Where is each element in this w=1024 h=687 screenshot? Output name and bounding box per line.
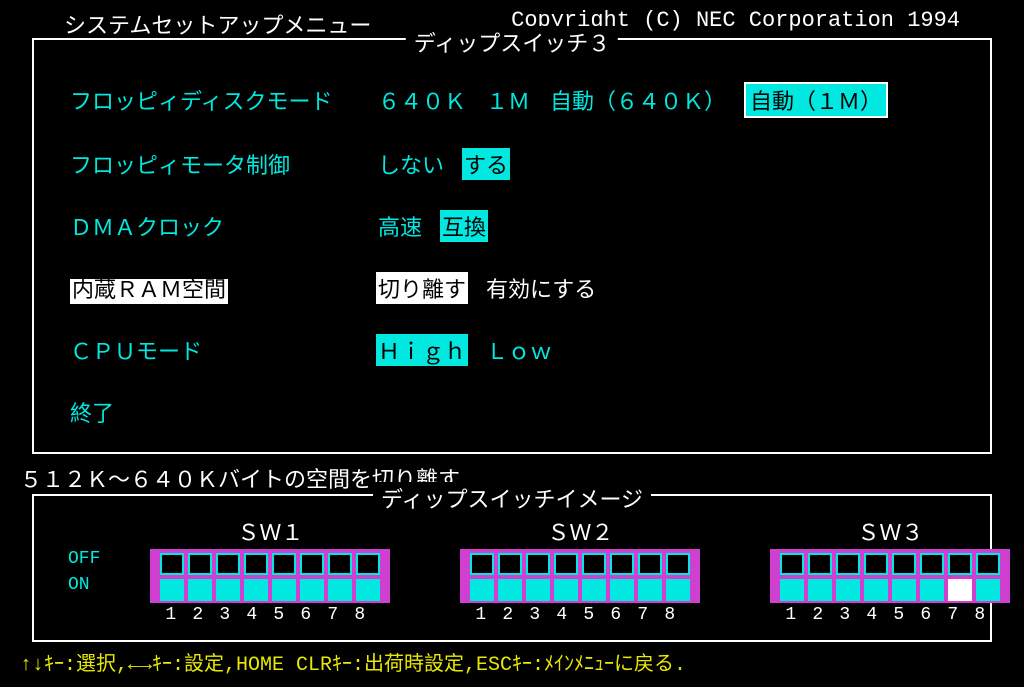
dip-numbers: 12345678 <box>159 605 381 625</box>
setting-label: ＣＰＵモード <box>70 334 376 366</box>
setting-row[interactable]: フロッピィモータ制御しないする <box>70 148 954 180</box>
option[interactable]: しない <box>376 148 446 180</box>
dip-switch[interactable] <box>526 579 550 601</box>
dip-switch[interactable] <box>610 553 634 575</box>
dip-switch[interactable] <box>272 579 296 601</box>
dip-body <box>460 549 700 603</box>
option[interactable]: 自動（６４０Ｋ） <box>548 84 728 118</box>
setting-label: ＤＭＡクロック <box>70 210 376 242</box>
option[interactable]: する <box>462 148 510 180</box>
dip-switch[interactable] <box>356 579 380 601</box>
option[interactable]: Ｈｉｇｈ <box>376 334 468 366</box>
dip-switch[interactable] <box>864 579 888 601</box>
dip-body <box>150 549 390 603</box>
setting-options: ６４０Ｋ １Ｍ 自動（６４０Ｋ） 自動（１Ｍ） <box>376 84 954 118</box>
dip-switch[interactable] <box>554 579 578 601</box>
dip-switch[interactable] <box>554 553 578 575</box>
option[interactable]: 互換 <box>440 210 488 242</box>
setting-options: しないする <box>376 148 954 180</box>
option[interactable]: ６４０Ｋ <box>376 84 468 118</box>
dip-switch[interactable] <box>892 579 916 601</box>
option[interactable]: 高速 <box>376 210 424 242</box>
dip-switch[interactable] <box>948 579 972 601</box>
dip-bank-name: ＳＷ３ <box>857 515 923 547</box>
setting-label: 終了 <box>70 396 376 428</box>
dip-bank: ＳＷ２ 12345678 <box>460 515 700 625</box>
dip-switch[interactable] <box>892 553 916 575</box>
setting-row[interactable]: フロッピィディスクモード６４０Ｋ １Ｍ 自動（６４０Ｋ） 自動（１Ｍ） <box>70 84 954 118</box>
option[interactable]: 切り離す <box>376 272 468 304</box>
dip-switch[interactable] <box>300 553 324 575</box>
dip-numbers: 12345678 <box>779 605 1001 625</box>
setting-row[interactable]: ＤＭＡクロック高速互換 <box>70 210 954 242</box>
dip-switch[interactable] <box>216 579 240 601</box>
dip-body <box>770 549 1010 603</box>
dip-switch[interactable] <box>780 553 804 575</box>
dip-switch[interactable] <box>582 579 606 601</box>
dip-switch[interactable] <box>244 553 268 575</box>
dip-switch[interactable] <box>160 579 184 601</box>
dip-panel-title: ディップスイッチイメージ <box>373 482 651 514</box>
settings-panel: ディップスイッチ３ フロッピィディスクモード６４０Ｋ１Ｍ自動（６４０Ｋ）自動（１… <box>32 38 992 454</box>
dip-switch[interactable] <box>356 553 380 575</box>
dip-switch[interactable] <box>666 553 690 575</box>
dip-switch[interactable] <box>188 579 212 601</box>
setting-label: 内蔵ＲＡＭ空間 <box>70 279 228 304</box>
option[interactable]: 有効にする <box>484 272 598 304</box>
dip-switch[interactable] <box>864 553 888 575</box>
dip-switch[interactable] <box>216 553 240 575</box>
dip-switch[interactable] <box>526 553 550 575</box>
setting-label: フロッピィモータ制御 <box>70 148 376 180</box>
dip-numbers: 12345678 <box>469 605 691 625</box>
dip-switch[interactable] <box>666 579 690 601</box>
option[interactable]: Ｌｏｗ <box>484 334 554 366</box>
dip-switch[interactable] <box>188 553 212 575</box>
dip-switch[interactable] <box>610 579 634 601</box>
dip-switch[interactable] <box>780 579 804 601</box>
panel-title: ディップスイッチ３ <box>406 26 618 58</box>
dip-switch[interactable] <box>582 553 606 575</box>
setting-row[interactable]: ＣＰＵモードＨｉｇｈ Ｌｏｗ <box>70 334 954 366</box>
dip-switch[interactable] <box>300 579 324 601</box>
setting-options: 高速互換 <box>376 210 954 242</box>
option[interactable]: １Ｍ <box>484 84 532 118</box>
dip-switch[interactable] <box>836 579 860 601</box>
dip-switch[interactable] <box>470 579 494 601</box>
dip-banks: ＳＷ１ 12345678 ＳＷ２ 12345678 ＳＷ３ 12345678 <box>150 511 1010 625</box>
dip-switch[interactable] <box>948 553 972 575</box>
dip-switch[interactable] <box>470 553 494 575</box>
dip-switch[interactable] <box>244 579 268 601</box>
dip-bank: ＳＷ１ 12345678 <box>150 515 390 625</box>
off-on-labels: OFFON <box>68 546 100 598</box>
menu-title: システムセットアップメニュー <box>64 8 371 40</box>
dip-switch[interactable] <box>976 579 1000 601</box>
option[interactable]: 自動（１Ｍ） <box>744 82 888 118</box>
dip-switch[interactable] <box>498 579 522 601</box>
dip-bank: ＳＷ３ 12345678 <box>770 515 1010 625</box>
setting-options <box>376 396 954 428</box>
setting-row[interactable]: 内蔵ＲＡＭ空間 切り離す有効にする <box>70 272 954 304</box>
dip-switch[interactable] <box>920 553 944 575</box>
setting-options: Ｈｉｇｈ Ｌｏｗ <box>376 334 954 366</box>
dip-switch[interactable] <box>272 553 296 575</box>
dip-switch[interactable] <box>836 553 860 575</box>
dip-image-panel: ディップスイッチイメージ OFFON ＳＷ１12345678ＳＷ２1234567… <box>32 494 992 642</box>
dip-switch[interactable] <box>160 553 184 575</box>
dip-switch[interactable] <box>328 553 352 575</box>
settings-rows: フロッピィディスクモード６４０Ｋ １Ｍ 自動（６４０Ｋ） 自動（１Ｍ） フロッピィモータ… <box>34 40 990 428</box>
help-line: ↑↓ｷｰ:選択,←→ｷｰ:設定,HOME CLRｷｰ:出荷時設定,ESCｷｰ:ﾒ… <box>20 647 686 677</box>
setting-options: 切り離す有効にする <box>376 272 954 304</box>
dip-bank-name: ＳＷ１ <box>237 515 303 547</box>
dip-switch[interactable] <box>976 553 1000 575</box>
setting-label: フロッピィディスクモード <box>70 84 376 118</box>
dip-switch[interactable] <box>638 553 662 575</box>
dip-switch[interactable] <box>498 553 522 575</box>
dip-switch[interactable] <box>328 579 352 601</box>
dip-switch[interactable] <box>808 553 832 575</box>
setting-row[interactable]: 終了 <box>70 396 954 428</box>
dip-switch[interactable] <box>920 579 944 601</box>
dip-switch[interactable] <box>808 579 832 601</box>
dip-switch[interactable] <box>638 579 662 601</box>
dip-bank-name: ＳＷ２ <box>547 515 613 547</box>
